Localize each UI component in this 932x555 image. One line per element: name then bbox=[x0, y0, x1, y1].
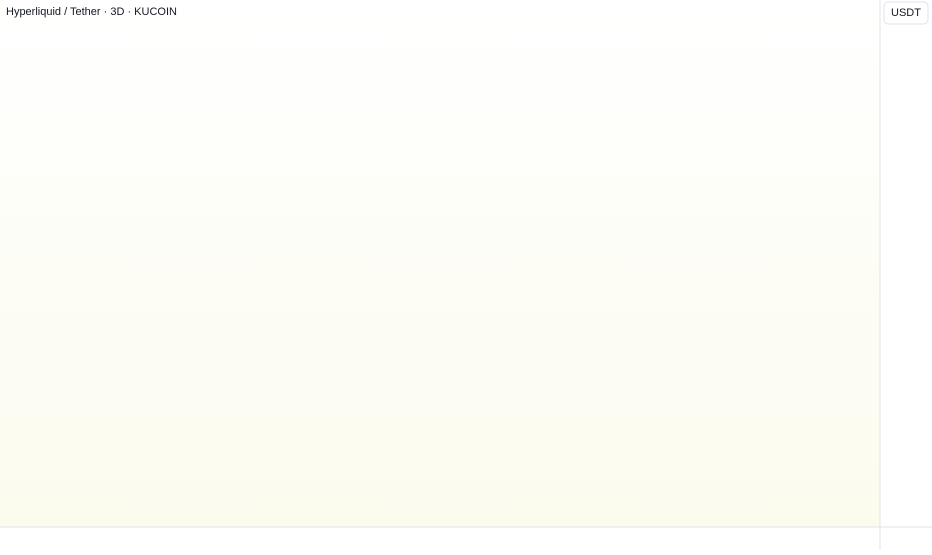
currency-button[interactable] bbox=[883, 1, 929, 25]
currency-label[interactable]: USDT bbox=[891, 7, 921, 19]
chart-title: Hyperliquid / Tether · 3D · KUCOIN bbox=[6, 6, 177, 18]
plot-background bbox=[0, 0, 880, 527]
